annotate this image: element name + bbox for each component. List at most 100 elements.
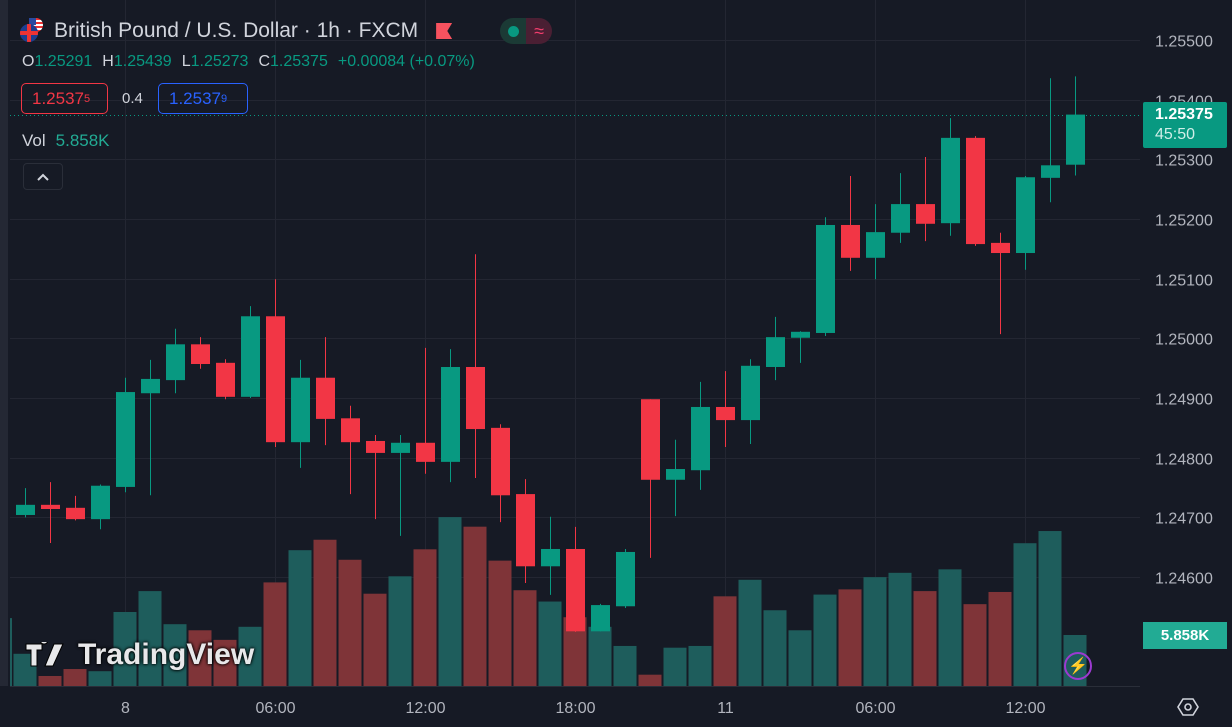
high-value: 1.25439 bbox=[113, 53, 172, 70]
market-open-dot-icon bbox=[500, 18, 527, 44]
volume-bar bbox=[638, 674, 662, 686]
symbol-title[interactable]: British Pound / U.S. Dollar · 1h · FXCM bbox=[54, 19, 419, 42]
candle-body bbox=[941, 137, 960, 224]
candle-body bbox=[191, 344, 210, 365]
candle-body bbox=[616, 551, 635, 607]
candle-body bbox=[541, 548, 560, 567]
last-price-tag: 1.25375 45:50 bbox=[1143, 102, 1227, 148]
low-value: 1.25273 bbox=[190, 53, 249, 70]
volume-legend: Vol 5.858K bbox=[22, 131, 110, 151]
volume-bar bbox=[688, 645, 712, 686]
candle-body bbox=[716, 406, 735, 421]
close-value: 1.25375 bbox=[270, 53, 328, 70]
open-value: 1.25291 bbox=[34, 53, 93, 70]
sell-price-pipette: 5 bbox=[84, 92, 91, 105]
volume-bar bbox=[288, 550, 312, 686]
time-tick-label: 18:00 bbox=[555, 700, 595, 717]
price-tick-label: 1.25000 bbox=[1155, 332, 1213, 349]
buy-button[interactable]: 1.2537 9 bbox=[158, 83, 248, 114]
candles bbox=[16, 76, 1085, 632]
gbp-usd-flag-icon bbox=[20, 18, 46, 44]
candle-body bbox=[791, 331, 810, 338]
market-status[interactable]: ≈ bbox=[500, 18, 553, 44]
tradingview-logo-icon bbox=[25, 642, 64, 667]
volume-bar bbox=[838, 589, 862, 686]
volume-bar bbox=[1013, 543, 1037, 686]
volume-bar bbox=[463, 526, 487, 686]
volume-bar bbox=[213, 639, 237, 686]
volume-bar bbox=[88, 671, 112, 686]
candle-body bbox=[441, 366, 460, 462]
volume-bar bbox=[138, 591, 162, 686]
volume-bar bbox=[388, 576, 412, 686]
volume-bar bbox=[563, 617, 587, 686]
volume-bar bbox=[1038, 531, 1062, 686]
time-axis[interactable]: 8 06:00 12:00 18:00 11 06:00 12:00 bbox=[121, 700, 1046, 717]
candle-body bbox=[216, 362, 235, 397]
volume-bar bbox=[513, 590, 537, 686]
tradingview-logo[interactable]: TradingView bbox=[24, 638, 254, 672]
candle-body bbox=[16, 504, 35, 515]
volume-bar bbox=[313, 539, 337, 686]
candle-body bbox=[466, 366, 485, 430]
candle-body bbox=[991, 242, 1010, 254]
volume-bar bbox=[788, 630, 812, 686]
candle-body bbox=[766, 337, 785, 367]
volume-bar bbox=[613, 645, 637, 686]
candle-body bbox=[41, 504, 60, 510]
open-label: O bbox=[22, 53, 35, 70]
settings-icon[interactable] bbox=[1177, 696, 1199, 718]
volume-bar bbox=[938, 569, 962, 686]
volume-bar bbox=[663, 647, 687, 686]
candle-body bbox=[91, 485, 110, 520]
price-tick-label: 1.25300 bbox=[1155, 153, 1213, 170]
candle-body bbox=[291, 377, 310, 443]
volume-bar bbox=[38, 675, 62, 686]
volume-bar bbox=[888, 572, 912, 686]
volume-bar bbox=[113, 611, 137, 686]
candle-body bbox=[641, 399, 660, 480]
candle-body bbox=[566, 548, 585, 632]
candle-body bbox=[141, 378, 160, 394]
volume-tag: 5.858K bbox=[1143, 622, 1227, 649]
time-tick-label: 06:00 bbox=[855, 700, 895, 717]
candle-body bbox=[416, 442, 435, 462]
volume-bar bbox=[813, 594, 837, 686]
volume-value: 5.858K bbox=[55, 131, 110, 150]
left-edge-strip bbox=[0, 0, 8, 686]
candle-body bbox=[1066, 114, 1085, 165]
candle-body bbox=[116, 392, 135, 487]
delayed-data-icon: ≈ bbox=[526, 18, 553, 44]
candle-body bbox=[666, 469, 685, 480]
candle-body bbox=[891, 204, 910, 233]
volume-label: Vol bbox=[22, 131, 46, 150]
candle-body bbox=[816, 224, 835, 333]
logo-text: TradingView bbox=[78, 638, 255, 671]
time-tick-label: 12:00 bbox=[405, 700, 445, 717]
ohlc-legend: O1.25291 H1.25439 L1.25273 C1.25375 +0.0… bbox=[22, 53, 475, 71]
candle-body bbox=[166, 344, 185, 381]
lightning-icon[interactable]: ⚡ bbox=[1064, 652, 1092, 680]
volume-bar bbox=[538, 601, 562, 686]
volume-bar bbox=[163, 624, 187, 686]
collapse-legend-button[interactable] bbox=[23, 163, 63, 190]
volume-bars bbox=[10, 517, 1087, 686]
flag-marker-icon[interactable] bbox=[436, 23, 453, 39]
change-value: +0.00084 (+0.07%) bbox=[337, 53, 475, 70]
time-tick-label: 8 bbox=[121, 700, 130, 717]
sell-button[interactable]: 1.2537 5 bbox=[21, 83, 108, 114]
candle-body bbox=[741, 365, 760, 421]
price-tick-label: 1.24900 bbox=[1155, 392, 1213, 409]
last-price: 1.25375 bbox=[1155, 106, 1213, 123]
candle-body bbox=[241, 316, 260, 397]
volume-bar bbox=[63, 669, 87, 686]
volume-bar bbox=[488, 560, 512, 686]
spread-value: 0.4 bbox=[122, 90, 143, 107]
candle-body bbox=[391, 442, 410, 453]
volume-bar bbox=[263, 582, 287, 686]
volume-bar bbox=[438, 517, 462, 686]
candle-body bbox=[341, 418, 360, 443]
volume-bar bbox=[963, 604, 987, 686]
candle-body bbox=[591, 605, 610, 632]
